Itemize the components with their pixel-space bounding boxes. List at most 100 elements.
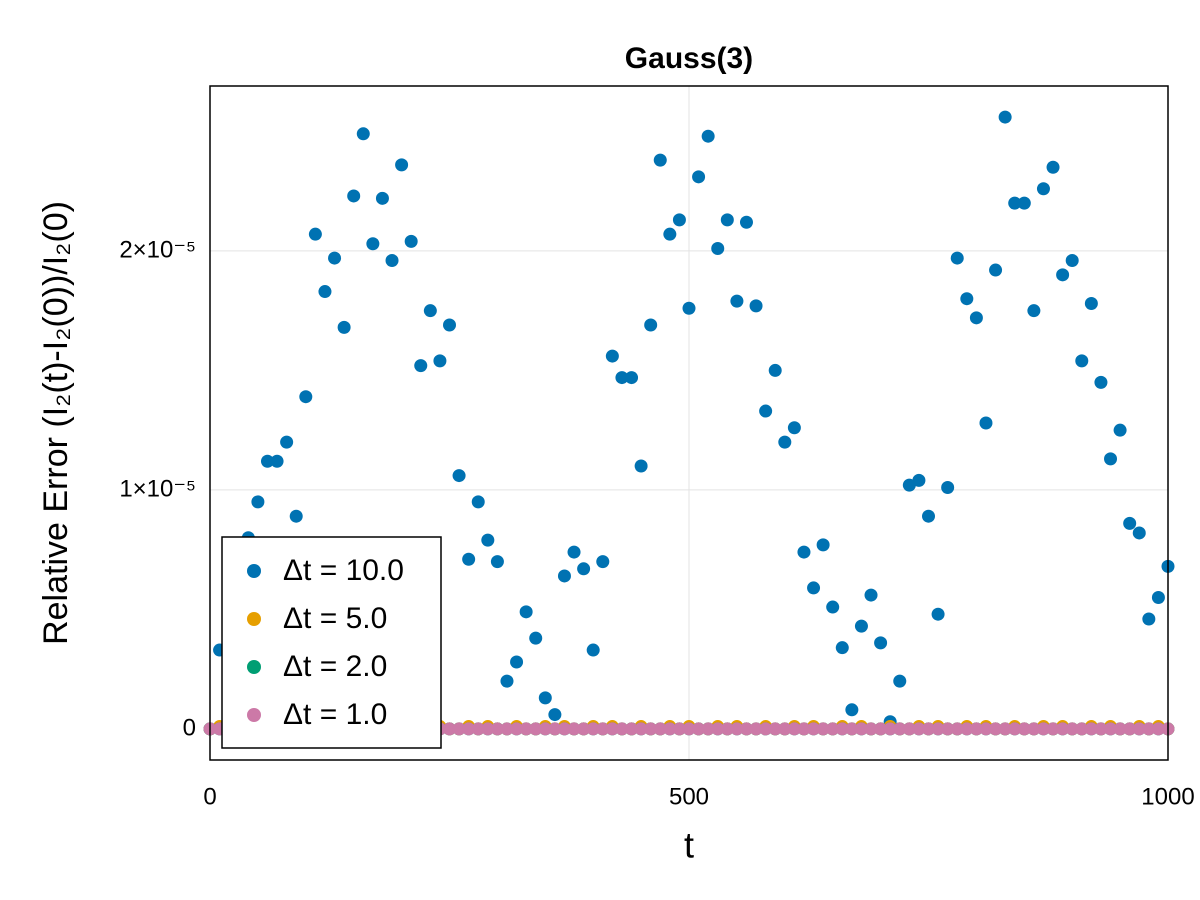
point bbox=[328, 251, 342, 265]
point bbox=[1056, 268, 1070, 282]
point bbox=[692, 170, 706, 184]
point bbox=[615, 371, 629, 385]
point bbox=[452, 722, 466, 736]
point bbox=[1027, 304, 1041, 318]
point bbox=[864, 722, 878, 736]
legend-marker bbox=[247, 564, 261, 578]
point bbox=[318, 285, 332, 299]
point bbox=[711, 242, 725, 256]
point bbox=[1056, 722, 1070, 736]
point bbox=[922, 509, 935, 523]
point bbox=[759, 722, 773, 736]
point bbox=[471, 722, 485, 736]
point bbox=[1104, 452, 1118, 466]
point bbox=[490, 722, 504, 736]
point bbox=[883, 722, 897, 736]
x-tick-label: 1000 bbox=[1141, 783, 1194, 810]
point bbox=[778, 722, 792, 736]
point bbox=[289, 509, 303, 523]
point bbox=[605, 722, 619, 736]
point bbox=[337, 320, 351, 334]
point bbox=[443, 722, 456, 736]
point bbox=[835, 641, 849, 655]
point bbox=[395, 158, 409, 172]
point bbox=[816, 538, 830, 552]
point bbox=[308, 227, 322, 241]
legend-label: Δt = 2.0 bbox=[283, 650, 387, 683]
point bbox=[826, 600, 840, 614]
point bbox=[692, 722, 706, 736]
point bbox=[874, 636, 888, 650]
point bbox=[931, 607, 945, 621]
point bbox=[605, 349, 619, 363]
point bbox=[500, 674, 514, 688]
point bbox=[481, 722, 495, 736]
legend-marker bbox=[247, 660, 261, 674]
point bbox=[270, 454, 284, 468]
point bbox=[941, 722, 955, 736]
point bbox=[854, 722, 868, 736]
point bbox=[682, 722, 696, 736]
point bbox=[1113, 423, 1127, 437]
x-tick-label: 0 bbox=[203, 783, 216, 810]
point bbox=[653, 722, 667, 736]
point bbox=[902, 478, 916, 492]
x-axis-label: t bbox=[684, 825, 694, 866]
point bbox=[682, 301, 696, 315]
point bbox=[596, 555, 610, 569]
point bbox=[519, 605, 533, 619]
point bbox=[490, 555, 504, 569]
point bbox=[922, 722, 935, 736]
point bbox=[1017, 722, 1031, 736]
point bbox=[912, 473, 926, 487]
point bbox=[586, 722, 600, 736]
point bbox=[510, 655, 524, 669]
y-tick-label: 2×10⁻⁵ bbox=[119, 236, 196, 263]
point bbox=[634, 459, 648, 473]
point bbox=[797, 722, 811, 736]
legend-label: Δt = 10.0 bbox=[283, 554, 404, 587]
point bbox=[998, 722, 1012, 736]
point bbox=[443, 318, 456, 332]
point bbox=[423, 304, 437, 318]
legend-marker bbox=[247, 708, 261, 722]
point bbox=[1075, 354, 1089, 368]
point bbox=[1027, 722, 1041, 736]
point bbox=[375, 191, 389, 205]
point bbox=[280, 435, 294, 449]
chart-title: Gauss(3) bbox=[625, 42, 753, 75]
point bbox=[586, 643, 600, 657]
point bbox=[1132, 526, 1146, 540]
point bbox=[893, 674, 907, 688]
point bbox=[845, 722, 859, 736]
point bbox=[672, 213, 686, 227]
point bbox=[701, 722, 715, 736]
point bbox=[577, 562, 591, 576]
point bbox=[644, 722, 658, 736]
y-tick-label: 1×10⁻⁵ bbox=[119, 475, 196, 502]
legend-label: Δt = 5.0 bbox=[283, 602, 387, 635]
point bbox=[969, 311, 983, 325]
point bbox=[912, 722, 926, 736]
point bbox=[902, 722, 916, 736]
point bbox=[1151, 590, 1165, 604]
y-axis-label: Relative Error (I₂(t)-I₂(0))/I₂(0) bbox=[37, 201, 75, 645]
point bbox=[663, 227, 677, 241]
point bbox=[567, 722, 581, 736]
point bbox=[1046, 160, 1060, 174]
point bbox=[356, 127, 370, 141]
point bbox=[1104, 722, 1118, 736]
point bbox=[1132, 722, 1146, 736]
legend-marker bbox=[247, 612, 261, 626]
point bbox=[720, 213, 734, 227]
point bbox=[701, 129, 715, 143]
point bbox=[1142, 612, 1156, 626]
point bbox=[347, 189, 361, 203]
point bbox=[768, 363, 782, 377]
point bbox=[1151, 722, 1165, 736]
point bbox=[567, 545, 581, 559]
point bbox=[816, 722, 830, 736]
point bbox=[1075, 722, 1089, 736]
point bbox=[462, 552, 476, 566]
